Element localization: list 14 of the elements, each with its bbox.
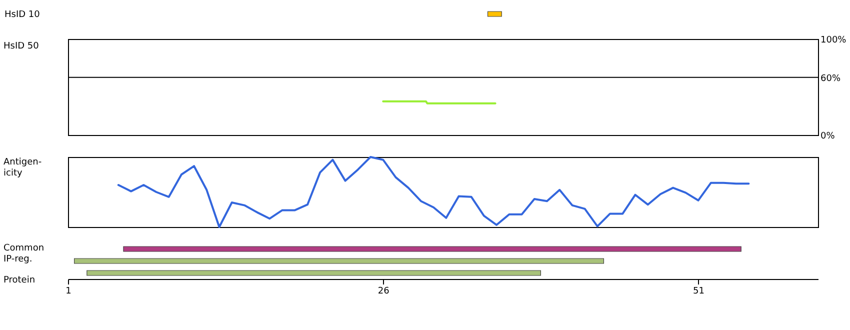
y-axis-title: HsID 50 [4,42,40,52]
x-tick-label: 26 [378,286,390,296]
y-tick-label: 60% [820,74,841,84]
y-axis-title: Antigen- icity [4,158,42,178]
y-tick-label: 0% [820,132,836,142]
bar [123,246,742,252]
bar [74,258,604,264]
y-tick-label: HsID 10 [4,10,40,20]
y-tick-label: 100% [820,36,847,46]
y-axis-title: Common IP-reg. [4,244,44,264]
x-tick-label: 51 [693,286,704,296]
x-tick-label: 1 [66,286,72,296]
x-axis-title: Protein [4,276,36,286]
bar [86,270,541,276]
